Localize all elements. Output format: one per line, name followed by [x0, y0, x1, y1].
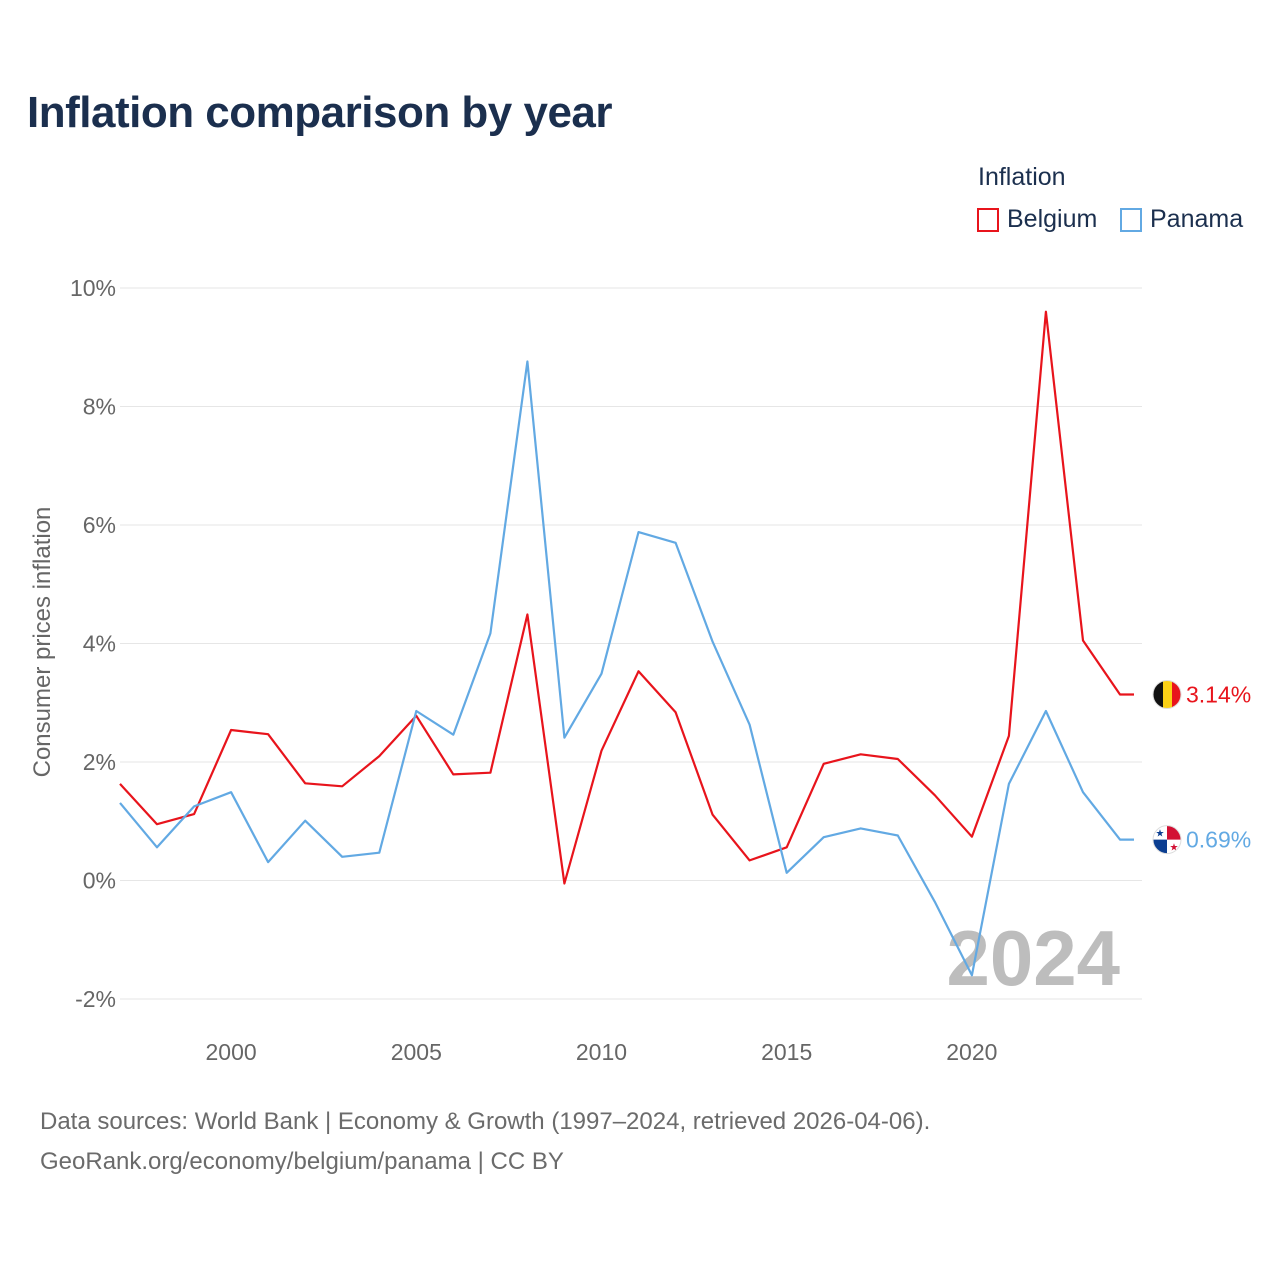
y-axis-ticks: -2% 0% 2% 4% 6% 8% 10%: [70, 275, 116, 1012]
y-tick-label-5: 8%: [83, 394, 116, 420]
series-line-panama[interactable]: [119, 360, 1134, 977]
y-tick-label-6: 10%: [70, 275, 116, 301]
x-tick-label-4: 2020: [946, 1039, 997, 1065]
legend-item-belgium[interactable]: Belgium: [977, 205, 1097, 234]
x-tick-label-0: 2000: [206, 1039, 257, 1065]
series-line-belgium[interactable]: [119, 310, 1134, 885]
source-line-1: Data sources: World Bank | Economy & Gro…: [40, 1108, 931, 1135]
belgium-flag-icon: [1152, 679, 1182, 709]
legend-title: Inflation: [978, 163, 1066, 191]
legend-item-panama[interactable]: Panama: [1120, 205, 1243, 234]
end-label-panama: 0.69%: [1186, 827, 1251, 853]
legend-swatch-panama: [1120, 207, 1142, 232]
y-tick-label-3: 4%: [83, 631, 116, 657]
end-label-belgium: 3.14%: [1186, 681, 1251, 707]
x-tick-label-1: 2005: [391, 1039, 442, 1065]
y-tick-label-1: 0%: [83, 868, 116, 894]
x-tick-label-2: 2010: [576, 1039, 627, 1065]
y-tick-label-0: -2%: [75, 986, 116, 1012]
legend-label-belgium: Belgium: [1007, 205, 1098, 233]
year-watermark: 2024: [946, 914, 1120, 1002]
series-end-labels: 3.14%★★ 0.69%: [1152, 679, 1251, 855]
source-line-2[interactable]: GeoRank.org/economy/belgium/panama | CC …: [40, 1148, 564, 1175]
y-tick-label-2: 2%: [83, 749, 116, 775]
svg-text:★: ★: [1170, 843, 1179, 854]
series-lines: [119, 310, 1134, 977]
x-axis-ticks: 2000 2005 2010 2015 2020: [206, 1039, 998, 1065]
legend-label-panama: Panama: [1150, 205, 1244, 233]
svg-text:★: ★: [1156, 829, 1165, 840]
panama-flag-icon: ★★: [1152, 825, 1182, 855]
chart-title: Inflation comparison by year: [27, 88, 613, 137]
x-tick-label-3: 2015: [761, 1039, 812, 1065]
legend-swatch-belgium: [977, 207, 999, 232]
y-tick-label-4: 6%: [83, 512, 116, 538]
y-axis-label: Consumer prices inflation: [29, 507, 56, 778]
